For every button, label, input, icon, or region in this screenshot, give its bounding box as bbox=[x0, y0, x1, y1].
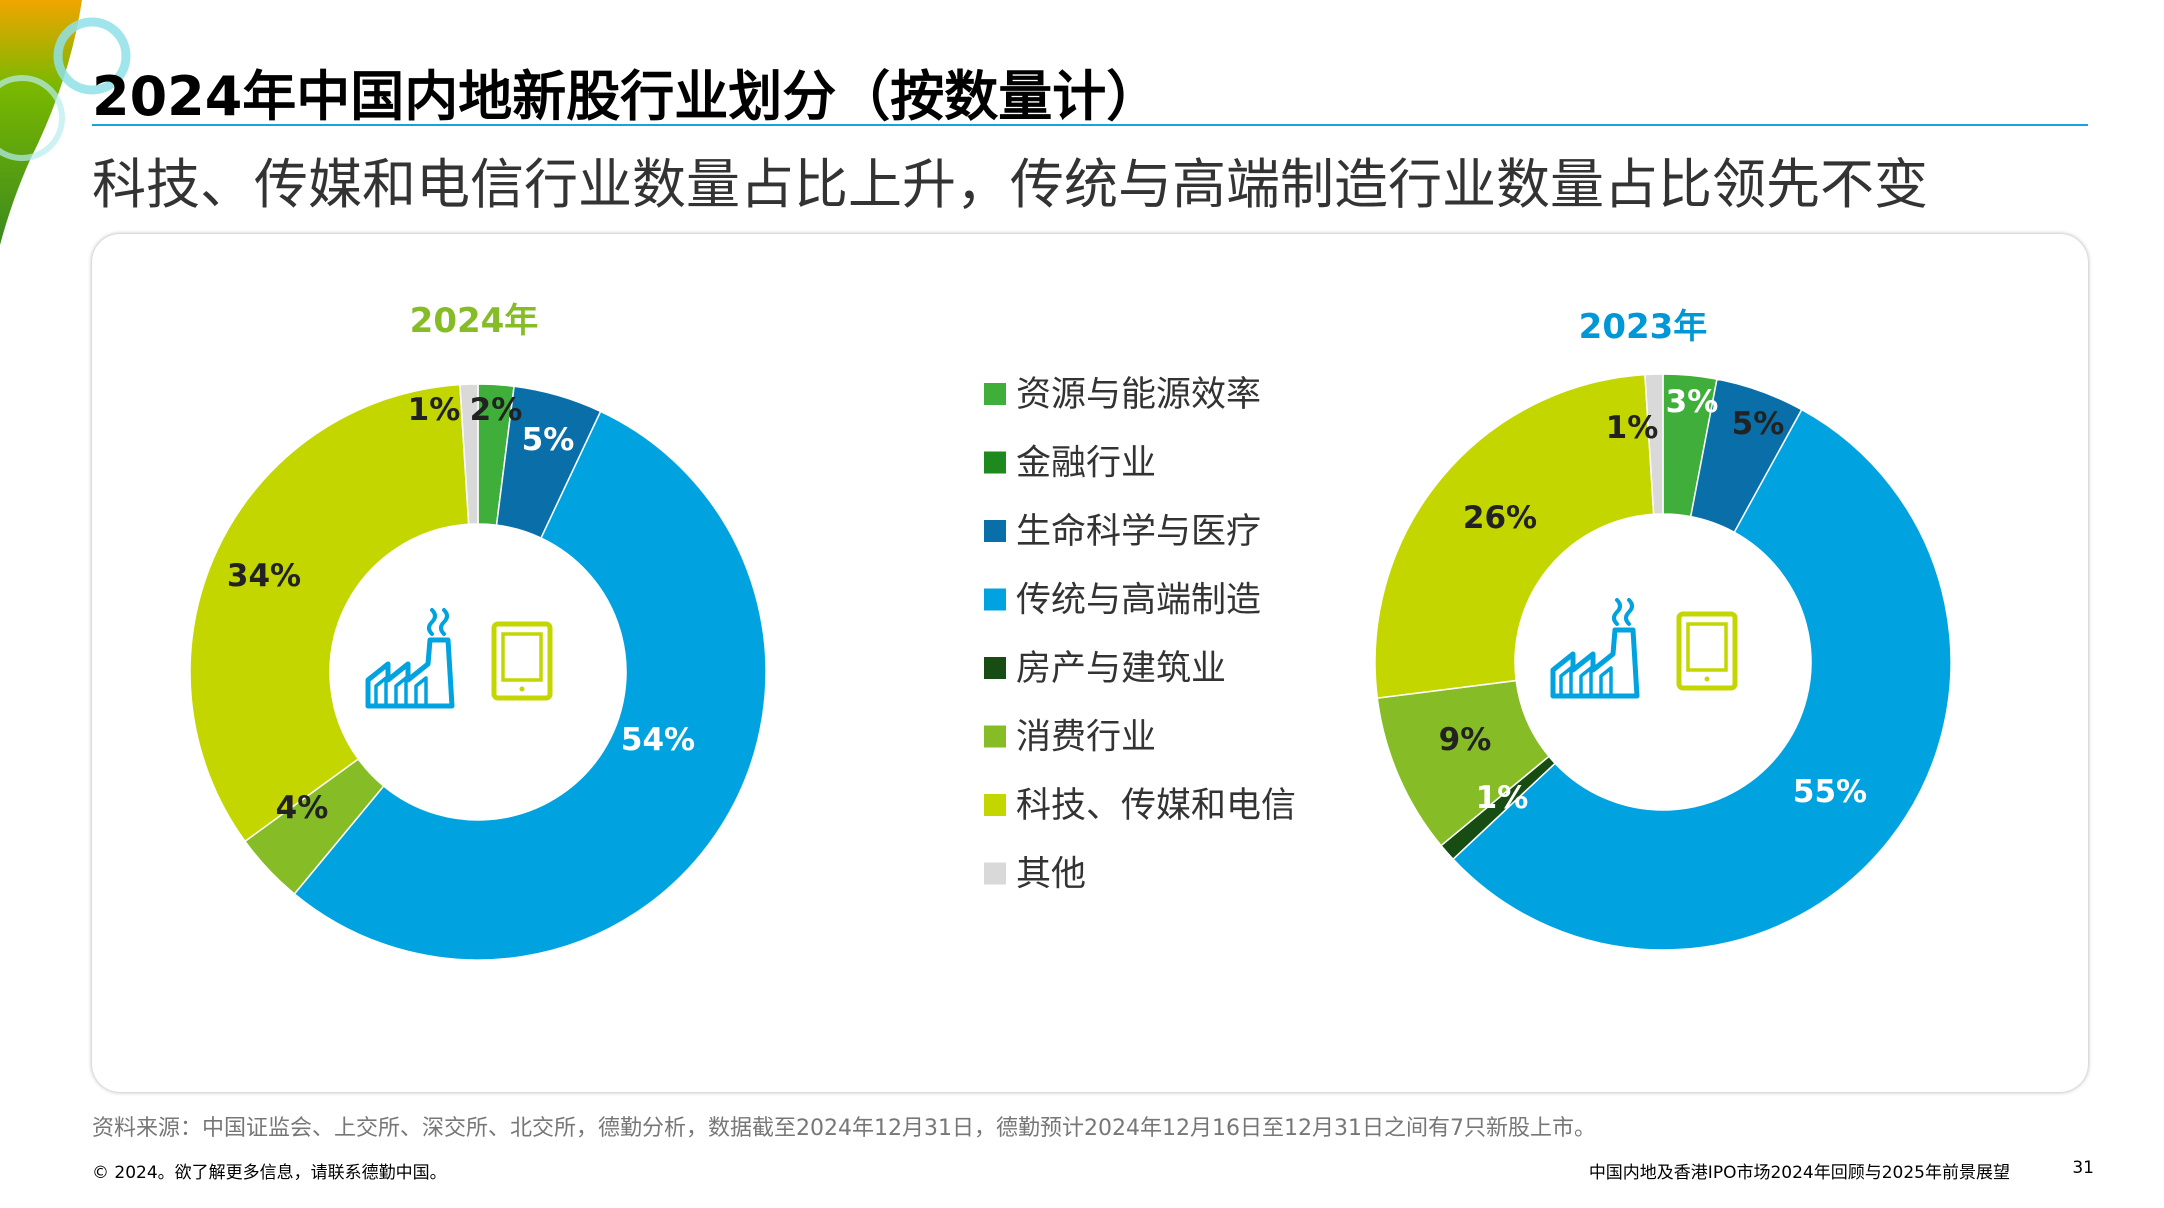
page-subtitle: 科技、传媒和电信行业数量占比上升，传统与高端制造行业数量占比领先不变 bbox=[92, 153, 1928, 216]
data-label-2023-consumer: 9% bbox=[1439, 722, 1492, 758]
copyright-text: © 2024。欲了解更多信息，请联系德勤中国。 bbox=[92, 1163, 447, 1183]
legend-item-finance: 金融行业 bbox=[984, 444, 1156, 484]
chart-title-2023: 2023年 bbox=[1579, 307, 1708, 347]
corner-decoration bbox=[0, 0, 131, 245]
page-title: 2024年中国内地新股行业划分（按数量计） bbox=[92, 65, 1161, 128]
legend-swatch-other bbox=[984, 862, 1006, 885]
legend-label-life-science: 生命科学与医疗 bbox=[1016, 512, 1261, 552]
slice-2024-tmt bbox=[189, 383, 470, 843]
data-label-2023-other: 1% bbox=[1606, 410, 1659, 446]
slice-2024-other bbox=[459, 383, 479, 526]
data-label-2024-resources: 2% bbox=[470, 392, 523, 428]
legend-item-real-estate: 房产与建筑业 bbox=[984, 649, 1226, 689]
factory-icon bbox=[365, 608, 455, 709]
legend: 资源与能源效率金融行业生命科学与医疗传统与高端制造房产与建筑业消费行业科技、传媒… bbox=[984, 375, 1296, 895]
legend-label-resources: 资源与能源效率 bbox=[1016, 375, 1261, 415]
donut-chart-2023: 3% 5% 55% 1% 9% 26% 1% 2023年 bbox=[1374, 307, 1952, 951]
legend-item-consumer: 消费行业 bbox=[984, 718, 1156, 758]
data-label-2024-tmt: 34% bbox=[227, 558, 301, 594]
legend-label-finance: 金融行业 bbox=[1016, 444, 1156, 484]
data-label-2023-tmt: 26% bbox=[1463, 500, 1537, 536]
data-label-2024-other: 1% bbox=[408, 392, 461, 428]
legend-swatch-tmt bbox=[984, 794, 1006, 816]
source-note: 资料来源：中国证监会、上交所、深交所、北交所，德勤分析，数据截至2024年12月… bbox=[92, 1116, 1596, 1141]
legend-item-life-science: 生命科学与医疗 bbox=[984, 512, 1261, 552]
legend-swatch-consumer bbox=[984, 725, 1006, 748]
legend-label-tmt: 科技、传媒和电信 bbox=[1016, 786, 1296, 826]
legend-swatch-resources bbox=[984, 383, 1006, 405]
legend-item-tmt: 科技、传媒和电信 bbox=[984, 786, 1296, 826]
legend-label-real-estate: 房产与建筑业 bbox=[1016, 649, 1226, 689]
tablet-icon bbox=[491, 621, 553, 701]
data-label-2023-manufacturing: 55% bbox=[1793, 774, 1867, 810]
donut-chart-2024: 2%5% 54% 4% 34% 1% 2024年 bbox=[189, 301, 767, 961]
data-label-2024-consumer: 4% bbox=[276, 790, 329, 826]
data-label-2023-resources: 3% bbox=[1666, 384, 1719, 420]
data-label-2024-life-science: 5% bbox=[522, 422, 575, 458]
slice-2024-manufacturing bbox=[293, 410, 767, 961]
slice-2023-tmt bbox=[1374, 373, 1655, 699]
legend-swatch-manufacturing bbox=[984, 588, 1006, 611]
legend-swatch-finance bbox=[984, 451, 1006, 474]
legend-swatch-real-estate bbox=[984, 657, 1006, 679]
tablet-icon bbox=[1676, 611, 1738, 691]
slice-2023-other bbox=[1644, 373, 1664, 516]
page-number: 31 bbox=[2072, 1158, 2094, 1178]
data-label-2023-real-estate: 1% bbox=[1476, 780, 1529, 816]
data-label-2023-life-science: 5% bbox=[1732, 406, 1785, 442]
legend-label-consumer: 消费行业 bbox=[1016, 718, 1156, 758]
legend-label-manufacturing: 传统与高端制造 bbox=[1016, 581, 1261, 621]
factory-icon bbox=[1550, 598, 1640, 699]
legend-swatch-life-science bbox=[984, 520, 1006, 542]
chart-title-2024: 2024年 bbox=[410, 301, 539, 341]
slice-2023-manufacturing bbox=[1451, 408, 1952, 951]
legend-item-resources: 资源与能源效率 bbox=[984, 375, 1261, 415]
legend-label-other: 其他 bbox=[1016, 855, 1086, 895]
legend-item-manufacturing: 传统与高端制造 bbox=[984, 581, 1261, 621]
title-underline bbox=[92, 124, 2088, 126]
data-label-2024-manufacturing: 54% bbox=[621, 722, 695, 758]
report-name: 中国内地及香港IPO市场2024年回顾与2025年前景展望 bbox=[1588, 1163, 2010, 1183]
legend-item-other: 其他 bbox=[984, 855, 1086, 895]
